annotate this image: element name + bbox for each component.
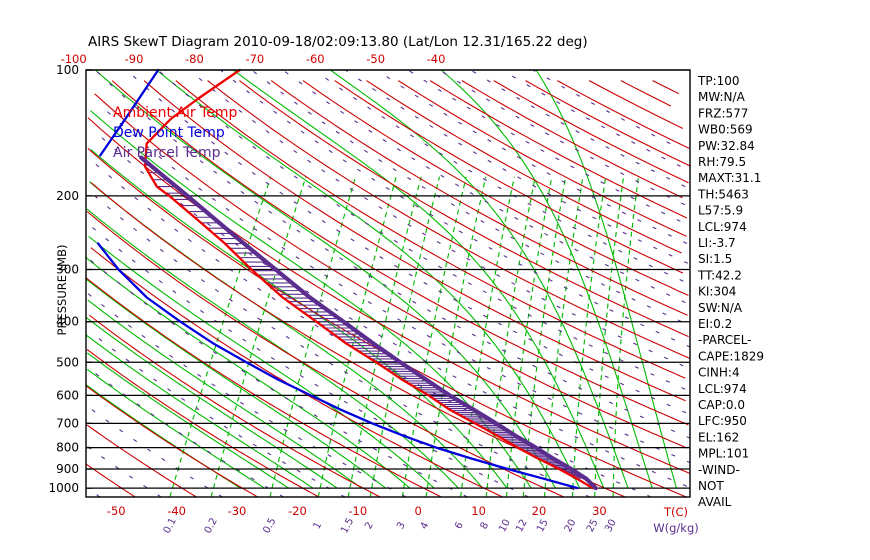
pressure-tick-label: 300 [56, 263, 79, 277]
pressure-axis-labels: 100 200 300 400 500 600 700 800 900 1000 [48, 63, 79, 495]
panel-item: KI:304 [698, 285, 736, 299]
top-temp-tick-label: -40 [427, 52, 446, 66]
mixing-ratio-tick-label: 1 [312, 520, 325, 531]
bottom-temp-tick-label: -50 [107, 504, 126, 518]
mixing-ratio-tick-label: 12 [514, 518, 530, 534]
legend: Ambient Air Temp Dew Point Temp Air Parc… [113, 105, 238, 161]
panel-item: SI:1.5 [698, 252, 732, 266]
panel-item: LFC:950 [698, 414, 747, 428]
top-temperature-axis: -100 -90 -80 -70 -60 -50 -40 [61, 52, 446, 66]
panel-item: AVAIL [698, 495, 732, 509]
moist-adiabat-lines [84, 69, 678, 489]
mixing-ratio-axis-labels: 0.1 0.2 0.5 1 1.5 2 3 4 6 8 10 12 15 20 25 30 [162, 516, 619, 535]
pressure-axis-title: PRESSURE (MB) [55, 245, 69, 336]
panel-item: PW:32.84 [698, 139, 755, 153]
pressure-tick-label: 600 [56, 388, 79, 402]
sounding-curves [96, 68, 598, 491]
panel-item: -WIND- [698, 463, 740, 477]
pressure-tick-label: 1000 [48, 481, 79, 495]
panel-item: RH:79.5 [698, 155, 746, 169]
panel-item: TT:42.2 [697, 268, 742, 282]
legend-dew-point-temp: Dew Point Temp [113, 125, 225, 141]
top-temp-tick-label: -100 [61, 52, 87, 66]
bottom-temp-tick-label: -30 [228, 504, 247, 518]
bottom-temperature-axis: -50 -40 -30 -20 -10 0 10 20 30 [107, 504, 607, 518]
panel-item: TP:100 [697, 74, 740, 88]
panel-item: MAXT:31.1 [698, 171, 761, 185]
mixing-ratio-axis-title: W(g/kg) [653, 521, 698, 535]
bottom-temp-tick-label: -10 [348, 504, 367, 518]
panel-item: FRZ:577 [698, 106, 748, 120]
pressure-tick-label: 500 [56, 355, 79, 369]
top-temp-tick-label: -70 [245, 52, 264, 66]
pressure-tick-label: 200 [56, 189, 79, 203]
mixing-ratio-tick-label: 6 [453, 520, 466, 531]
mixing-ratio-tick-label: 10 [497, 518, 513, 534]
pressure-tick-label: 700 [56, 416, 79, 430]
panel-item: -PARCEL- [698, 333, 752, 347]
sounding-index-panel: TP:100 MW:N/A FRZ:577 WB0:569 PW:32.84 RH:79.… [697, 74, 764, 509]
plot-frame [85, 69, 691, 498]
mixing-ratio-tick-label: 3 [395, 520, 408, 531]
mixing-ratio-tick-label: 4 [419, 520, 432, 531]
bottom-temp-tick-label: 20 [532, 504, 547, 518]
bottom-temp-tick-label: -20 [288, 504, 307, 518]
panel-item: CINH:4 [698, 366, 740, 380]
page-title: AIRS SkewT Diagram 2010-09-18/02:09:13.8… [88, 34, 588, 50]
pressure-tick-label: 800 [56, 441, 79, 455]
bottom-temp-tick-label: 10 [471, 504, 486, 518]
legend-air-parcel-temp: Air Parcel Temp [113, 145, 221, 161]
temperature-axis-title: T(C) [663, 505, 688, 519]
panel-item: NOT [698, 479, 724, 493]
isobar-lines [86, 69, 690, 489]
panel-item: MPL:101 [698, 447, 749, 461]
mixing-ratio-tick-label: 20 [563, 518, 579, 534]
bottom-temp-tick-label: 0 [415, 504, 422, 518]
mixing-ratio-tick-label: 15 [535, 518, 551, 534]
panel-item: EI:0.2 [698, 317, 732, 331]
panel-item: CAP:0.0 [698, 398, 745, 412]
panel-item: LCL:974 [698, 382, 747, 396]
bottom-temp-tick-label: -40 [167, 504, 186, 518]
panel-item: LI:-3.7 [698, 236, 736, 250]
panel-item: SW:N/A [698, 301, 743, 315]
mixing-ratio-tick-label: 8 [479, 520, 492, 531]
legend-ambient-air-temp: Ambient Air Temp [113, 105, 238, 121]
mixing-ratio-tick-label: 25 [585, 518, 601, 534]
panel-item: CAPE:1829 [698, 349, 764, 363]
mixing-ratio-tick-label: 30 [603, 518, 619, 534]
top-temp-tick-label: -60 [306, 52, 325, 66]
top-temp-tick-label: -80 [185, 52, 204, 66]
top-temp-tick-label: -90 [125, 52, 144, 66]
pressure-tick-label: 900 [56, 462, 79, 476]
panel-item: EL:162 [698, 430, 739, 444]
bottom-temp-tick-label: 30 [592, 504, 607, 518]
panel-item: MW:N/A [698, 90, 746, 104]
panel-item: L57:5.9 [698, 204, 743, 218]
pressure-tick-label: 400 [56, 315, 79, 329]
panel-item: TH:5463 [697, 187, 749, 201]
top-temp-tick-label: -50 [366, 52, 385, 66]
mixing-ratio-tick-label: 2 [363, 520, 376, 531]
pressure-tick-label: 100 [56, 63, 79, 77]
panel-item: WB0:569 [698, 123, 753, 137]
panel-item: LCL:974 [698, 220, 747, 234]
